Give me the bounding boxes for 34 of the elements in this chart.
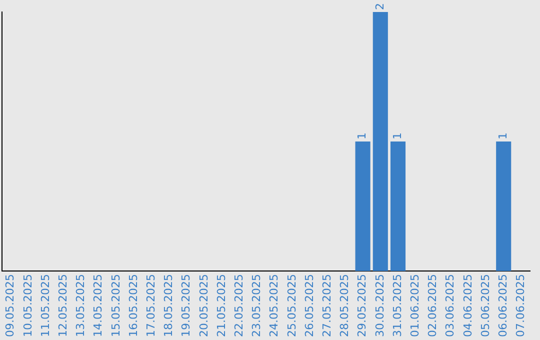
x-tick-label: 07.06.2025 <box>514 274 528 338</box>
x-tick-label: 25.05.2025 <box>285 274 298 338</box>
x-tick-label: 13.05.2025 <box>74 274 88 338</box>
data-label: 1 <box>390 132 404 140</box>
x-tick-label: 12.05.2025 <box>56 274 70 338</box>
x-tick-label: 16.05.2025 <box>126 274 140 338</box>
x-tick-label: 31.05.2025 <box>390 274 404 338</box>
x-tick-label: 29.05.2025 <box>356 274 369 338</box>
data-label: 1 <box>496 132 510 140</box>
x-tick-label: 28.05.2025 <box>338 274 352 338</box>
x-tick-label: 22.05.2025 <box>232 274 246 338</box>
x-tick-label: 06.06.2025 <box>496 274 510 338</box>
data-label: 1 <box>356 132 369 140</box>
x-tick-label: 15.05.2025 <box>109 274 122 338</box>
x-tick-label: 26.05.2025 <box>302 274 316 338</box>
x-tick-label: 24.05.2025 <box>268 274 281 338</box>
x-tick-label: 01.06.2025 <box>408 274 422 338</box>
x-tick-label: 18.05.2025 <box>162 274 176 338</box>
x-tick-label: 10.05.2025 <box>21 274 34 338</box>
x-tick-label: 21.05.2025 <box>214 274 228 338</box>
data-label: 2 <box>373 3 386 10</box>
x-tick-label: 05.06.2025 <box>478 274 492 338</box>
x-tick-label: 09.05.2025 <box>4 274 17 338</box>
x-tick-label: 20.05.2025 <box>197 274 210 338</box>
x-tick-label: 30.05.2025 <box>373 274 386 338</box>
x-tick-label: 19.05.2025 <box>180 274 193 338</box>
x-tick-label: 02.06.2025 <box>426 274 440 338</box>
x-tick-label: 23.05.2025 <box>250 274 264 338</box>
x-tick-label: 14.05.2025 <box>92 274 105 338</box>
x-tick-label: 17.05.2025 <box>144 274 158 338</box>
x-tick-label: 04.06.2025 <box>461 274 474 338</box>
x-tick-label: 27.05.2025 <box>320 274 334 338</box>
x-tick-label: 03.06.2025 <box>444 274 457 338</box>
x-tick-label: 11.05.2025 <box>38 274 52 338</box>
